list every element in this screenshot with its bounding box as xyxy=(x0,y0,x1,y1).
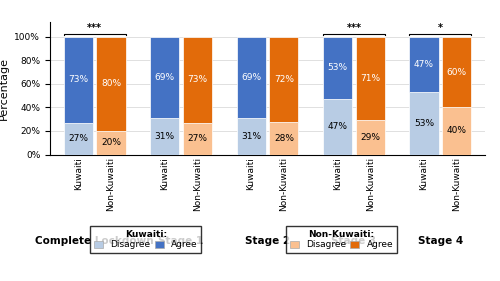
Y-axis label: Percentage: Percentage xyxy=(0,57,9,120)
Bar xyxy=(64,123,93,155)
Text: 53%: 53% xyxy=(328,64,347,72)
Bar xyxy=(356,37,385,120)
Text: Stage 3: Stage 3 xyxy=(332,236,376,246)
Text: 27%: 27% xyxy=(188,134,208,143)
Text: ***: *** xyxy=(87,23,102,33)
Bar xyxy=(236,118,266,155)
Text: 28%: 28% xyxy=(274,133,294,142)
Text: 40%: 40% xyxy=(447,126,467,135)
Text: 47%: 47% xyxy=(414,60,434,69)
Bar xyxy=(356,120,385,155)
Bar xyxy=(150,37,179,118)
Bar xyxy=(410,92,438,155)
Bar xyxy=(323,99,352,155)
Bar xyxy=(183,37,212,123)
Text: Stage 4: Stage 4 xyxy=(418,236,463,246)
Text: Stage 1: Stage 1 xyxy=(158,236,204,246)
Text: *: * xyxy=(438,23,443,33)
Text: 31%: 31% xyxy=(154,132,174,141)
Bar xyxy=(323,37,352,99)
Bar xyxy=(236,37,266,118)
Text: 60%: 60% xyxy=(446,67,467,76)
Text: 20%: 20% xyxy=(101,138,121,147)
Text: 73%: 73% xyxy=(68,75,88,84)
Text: 47%: 47% xyxy=(328,122,347,131)
Bar xyxy=(442,107,472,155)
Bar xyxy=(442,37,472,107)
Text: 80%: 80% xyxy=(101,79,121,88)
Text: 69%: 69% xyxy=(154,73,174,82)
Bar xyxy=(150,118,179,155)
Text: 71%: 71% xyxy=(360,74,380,83)
Bar xyxy=(270,121,298,155)
Text: 27%: 27% xyxy=(68,134,88,143)
Bar xyxy=(64,37,93,123)
Text: 31%: 31% xyxy=(241,132,261,141)
Bar xyxy=(270,37,298,121)
Text: 53%: 53% xyxy=(414,119,434,128)
Text: Complete Lockdown: Complete Lockdown xyxy=(36,236,154,246)
Text: 73%: 73% xyxy=(188,75,208,84)
Text: 72%: 72% xyxy=(274,74,294,83)
Bar xyxy=(410,37,438,92)
Text: Stage 2: Stage 2 xyxy=(245,236,290,246)
Bar xyxy=(183,123,212,155)
Bar xyxy=(96,37,126,131)
Text: 69%: 69% xyxy=(241,73,261,82)
Bar xyxy=(96,131,126,155)
Text: 29%: 29% xyxy=(360,133,380,142)
Text: ***: *** xyxy=(346,23,362,33)
Legend: Disagree, Agree: Disagree, Agree xyxy=(286,226,397,253)
